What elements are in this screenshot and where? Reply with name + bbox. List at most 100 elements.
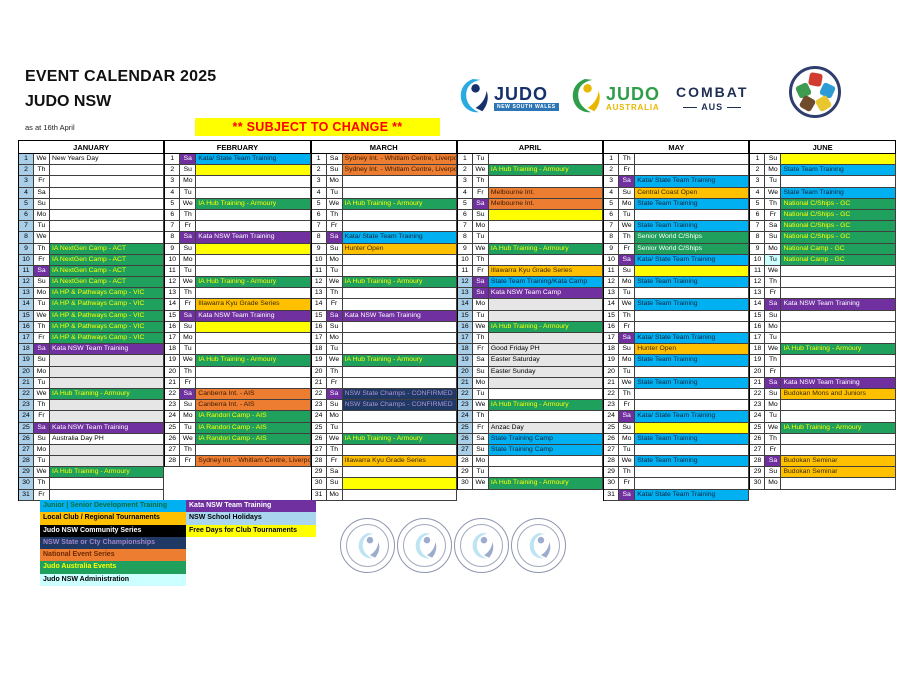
day-number-cell: 16 — [165, 321, 181, 333]
day-of-week-cell: Mo — [34, 288, 50, 300]
event-cell: National Camp - GC — [781, 254, 896, 266]
day-of-week-cell: We — [180, 198, 197, 210]
day-of-week-cell: Mo — [472, 299, 489, 311]
day-number-cell: 21 — [311, 377, 327, 389]
day-of-week-cell: Sa — [34, 344, 50, 356]
event-cell: IA NextGen Camp - ACT — [50, 265, 165, 278]
day-of-week-cell: Fr — [34, 254, 50, 266]
event-cell: State Team Training — [635, 299, 750, 311]
day-number-cell: 4 — [457, 187, 473, 199]
event-cell — [781, 288, 896, 300]
day-of-week-cell: Su — [472, 444, 489, 457]
event-cell: Budokan Seminar — [781, 467, 896, 479]
day-of-week-cell: Fr — [472, 422, 489, 434]
day-number-cell: 6 — [19, 209, 34, 222]
event-cell — [635, 467, 750, 479]
day-number-cell: 17 — [311, 333, 327, 345]
day-number-cell: 25 — [19, 422, 34, 434]
day-of-week-cell: Fr — [326, 221, 343, 233]
day-of-week-cell: Su — [472, 288, 489, 300]
event-cell — [488, 154, 604, 166]
event-cell — [781, 444, 896, 457]
calendar-table: JANUARY 1 We New Years Day 2 Th 3 Fr 4 Sa 5 Su 6 Mo 7 T… — [18, 140, 896, 501]
day-number-cell: 28 — [750, 456, 766, 468]
day-of-week-cell: Mo — [619, 433, 636, 445]
day-number-cell: 26 — [750, 433, 766, 445]
day-of-week-cell: Fr — [619, 243, 636, 255]
day-of-week-cell: Tu — [34, 221, 50, 233]
event-cell: NSW State Champs - CONFIRMED — [342, 400, 457, 412]
day-number-cell: 6 — [457, 209, 473, 222]
day-number-cell: 25 — [604, 422, 620, 434]
day-number-cell: 19 — [19, 355, 34, 367]
day-number-cell: 26 — [604, 433, 620, 445]
day-number-cell: 6 — [311, 209, 327, 222]
event-cell — [196, 366, 311, 378]
event-cell: Anzac Day — [488, 422, 604, 434]
day-of-week-cell: Th — [326, 209, 343, 222]
day-of-week-cell: Sa — [765, 377, 782, 389]
month-grid: 1 Tu 2 We IA Hub Training - Armoury 3 Th 4 Fr Mel… — [456, 153, 604, 490]
event-cell: Easter Saturday — [488, 355, 604, 367]
event-cell — [488, 232, 604, 244]
day-number-cell: 26 — [165, 433, 181, 445]
day-of-week-cell: Su — [619, 344, 636, 356]
day-number-cell: 12 — [604, 277, 620, 289]
event-cell: IA Hub Training - Armoury — [781, 422, 896, 434]
event-cell: National C/Ships - GC — [781, 232, 896, 244]
event-cell — [342, 187, 457, 199]
event-cell: Central Coast Open — [635, 187, 750, 199]
day-of-week-cell: Su — [326, 478, 343, 490]
day-of-week-cell: Th — [34, 243, 50, 255]
day-of-week-cell: Su — [765, 467, 782, 479]
day-number-cell: 4 — [19, 187, 34, 199]
day-of-week-cell: We — [472, 400, 489, 412]
event-cell: IA Randori Camp - AIS — [196, 433, 311, 445]
event-cell — [196, 288, 311, 300]
event-cell: Canberra Int. - AIS — [196, 400, 311, 412]
day-of-week-cell: Th — [765, 355, 782, 367]
day-of-week-cell: We — [472, 478, 489, 490]
month-grid: 1 Su 2 Mo State Team Training 3 Tu 4 We State Tea… — [749, 153, 896, 490]
day-of-week-cell: Tu — [765, 411, 782, 423]
day-of-week-cell: We — [34, 310, 50, 322]
day-of-week-cell: We — [34, 154, 50, 166]
day-number-cell: 28 — [165, 456, 181, 468]
day-number-cell: 3 — [750, 176, 766, 188]
day-number-cell: 9 — [311, 243, 327, 255]
event-cell — [781, 478, 896, 490]
day-of-week-cell: Th — [180, 366, 197, 378]
day-of-week-cell: Su — [34, 433, 50, 445]
day-of-week-cell: Th — [34, 400, 50, 412]
event-cell — [635, 265, 750, 278]
month-grid: 1 Th 2 Fr 3 Sa Kata/ State Team Training 4 Su Cen… — [603, 153, 750, 501]
judo-swirl-icon — [568, 76, 602, 121]
day-number-cell: 18 — [457, 344, 473, 356]
day-number-cell: 16 — [457, 321, 473, 333]
day-number-cell: 16 — [311, 321, 327, 333]
day-number-cell: 1 — [604, 154, 620, 166]
month-header: JUNE — [749, 140, 896, 153]
day-of-week-cell: We — [619, 299, 636, 311]
event-cell — [488, 388, 604, 401]
day-of-week-cell: Mo — [619, 355, 636, 367]
day-number-cell: 30 — [311, 478, 327, 490]
day-number-cell: 9 — [604, 243, 620, 255]
day-number-cell: 17 — [457, 333, 473, 345]
event-cell: IA HP & Pathways Camp - VIC — [50, 299, 165, 311]
day-number-cell: 30 — [457, 478, 473, 490]
event-cell — [488, 209, 604, 222]
day-of-week-cell: Sa — [326, 154, 343, 166]
day-of-week-cell: We — [34, 388, 50, 401]
day-of-week-cell: We — [765, 344, 782, 356]
event-cell: Kata NSW Team Training — [781, 377, 896, 389]
day-of-week-cell: Su — [765, 310, 782, 322]
day-of-week-cell: Tu — [472, 310, 489, 322]
event-cell — [342, 254, 457, 266]
day-of-week-cell: Tu — [180, 344, 197, 356]
day-of-week-cell: Mo — [326, 176, 343, 188]
day-of-week-cell: Fr — [326, 377, 343, 389]
day-of-week-cell: Sa — [619, 489, 636, 501]
day-of-week-cell: Tu — [472, 467, 489, 479]
event-cell — [488, 333, 604, 345]
